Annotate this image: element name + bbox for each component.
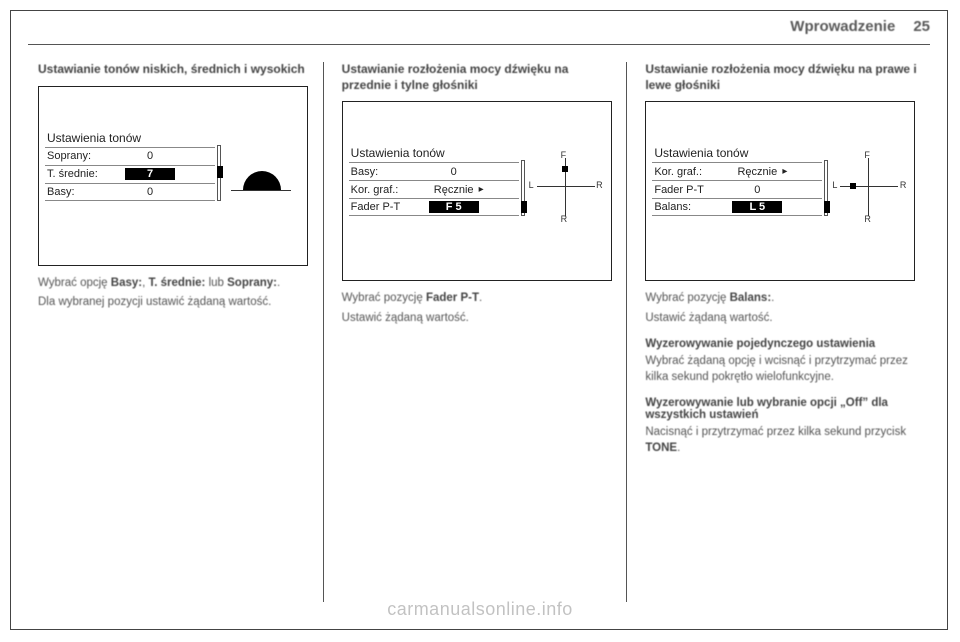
col3-sect4-p: Nacisnąć i przytrzymać przez kilka sekun… [645,425,920,456]
ss-label: Fader P-T [652,184,732,196]
text-bold: Balans: [730,292,772,304]
col3-sect3-p: Wybrać żądaną opcję i wcisnąć i przytrzy… [645,354,920,385]
page-header: Wprowadzenie 25 [790,18,930,35]
column-2: Ustawianie rozłożenia mocy dźwięku na pr… [323,62,627,602]
col2-heading: Ustawianie rozłożenia mocy dźwięku na pr… [342,62,617,93]
col2-ss-row: Fader P-T F 5 [349,198,519,216]
text: . [479,292,482,304]
text: Nacisnąć i przytrzymać przez kilka sekun… [645,426,906,438]
column-1: Ustawianie tonów niskich, średnich i wys… [28,62,323,602]
cross-marker [562,166,568,172]
ss-label: Basy: [45,186,125,198]
scrollbar-track [824,160,828,216]
text-bold: Basy: [111,277,142,289]
text: Wybrać opcję [38,277,111,289]
col2-p1: Wybrać pozycję Fader P-T. [342,291,617,307]
col1-ss-row: T. średnie: 7 [45,165,215,183]
ss-label: Kor. graf.: [652,166,732,178]
ss-label: Kor. graf.: [349,184,429,196]
cross-label-rt: R [596,180,603,190]
col3-ss-row: Balans: L 5 [652,198,822,216]
balance-crosshair: F R L R [834,152,904,222]
text: lub [205,277,227,289]
ss-value: 0 [125,186,175,198]
text-bold: Fader P-T [426,292,479,304]
text: Wybrać pozycję [342,292,426,304]
col3-sect4-heading: Wyzerowywanie lub wybranie opcji „Off” d… [645,397,920,421]
header-title: Wprowadzenie [790,18,895,35]
scrollbar-thumb [217,166,223,178]
col2-ss-row: Basy: 0 [349,162,519,180]
col1-ss-row: Soprany: 0 [45,147,215,165]
cross-label-l: L [832,180,837,190]
watermark: carmanualsonline.info [0,599,960,620]
ss-value-highlight: F 5 [429,201,479,213]
text: . [277,277,280,289]
ss-value-highlight: 7 [125,168,175,180]
scrollbar-thumb [521,201,527,213]
balance-crosshair: F R L R [531,152,601,222]
scrollbar-thumb [824,201,830,213]
col3-p1: Wybrać pozycję Balans:. [645,291,920,307]
text-bold: T. średnie: [148,277,205,289]
text: . [677,442,680,454]
text: . [771,292,774,304]
cross-marker [850,183,856,189]
col2-screenshot: Ustawienia tonów Basy: 0 Kor. graf.: Ręc… [342,101,612,281]
header-rule [28,44,930,45]
col1-heading: Ustawianie tonów niskich, średnich i wys… [38,62,313,78]
arrow-icon: ▸ [782,166,794,177]
col3-heading: Ustawianie rozłożenia mocy dźwięku na pr… [645,62,920,93]
text-bold: Soprany: [227,277,277,289]
text: Wybrać pozycję [645,292,729,304]
ss-label: Soprany: [45,150,125,162]
text-bold: TONE [645,442,677,454]
col2-p2: Ustawić żądaną wartość. [342,311,617,327]
col3-ss-row: Fader P-T 0 [652,180,822,198]
column-3: Ustawianie rozłożenia mocy dźwięku na pr… [626,62,930,602]
col3-sect3-heading: Wyzerowywanie pojedynczego ustawienia [645,338,920,350]
col3-p2: Ustawić żądaną wartość. [645,311,920,327]
col1-ss-title: Ustawienia tonów [45,131,215,145]
ss-value: 0 [732,184,782,196]
cross-label-f: F [561,150,567,160]
cross-label-r: R [864,214,871,224]
ss-value: Ręcznie [732,166,782,178]
cross-vline [868,158,869,216]
col1-ss-row: Basy: 0 [45,183,215,201]
col1-p1: Wybrać opcję Basy:, T. średnie: lub Sopr… [38,276,313,292]
cross-label-f: F [864,150,870,160]
col2-ss-title: Ustawienia tonów [349,146,519,160]
cross-label-rt: R [900,180,907,190]
cross-hline [537,186,595,187]
col1-p2: Dla wybranej pozycji ustawić żądaną wart… [38,295,313,311]
ss-label: Balans: [652,201,732,213]
ss-value-highlight: L 5 [732,201,782,213]
content-columns: Ustawianie tonów niskich, średnich i wys… [28,62,930,602]
col3-ss-row: Kor. graf.: Ręcznie ▸ [652,162,822,180]
scrollbar-track [217,145,221,201]
scrollbar-track [521,160,525,216]
ss-label: Basy: [349,166,429,178]
col2-ss-row: Kor. graf.: Ręcznie ▸ [349,180,519,198]
eq-curve-icon [231,167,291,191]
cross-label-l: L [529,180,534,190]
ss-label: Fader P-T [349,201,429,213]
arrow-icon: ▸ [479,184,491,195]
cross-hline [840,186,898,187]
cross-label-r: R [561,214,568,224]
ss-value: Ręcznie [429,184,479,196]
ss-value: 0 [429,166,479,178]
ss-value: 0 [125,150,175,162]
col3-screenshot: Ustawienia tonów Kor. graf.: Ręcznie ▸ F… [645,101,915,281]
col3-ss-title: Ustawienia tonów [652,146,822,160]
header-page-number: 25 [913,18,930,35]
ss-label: T. średnie: [45,168,125,180]
col1-screenshot: Ustawienia tonów Soprany: 0 T. średnie: … [38,86,308,266]
